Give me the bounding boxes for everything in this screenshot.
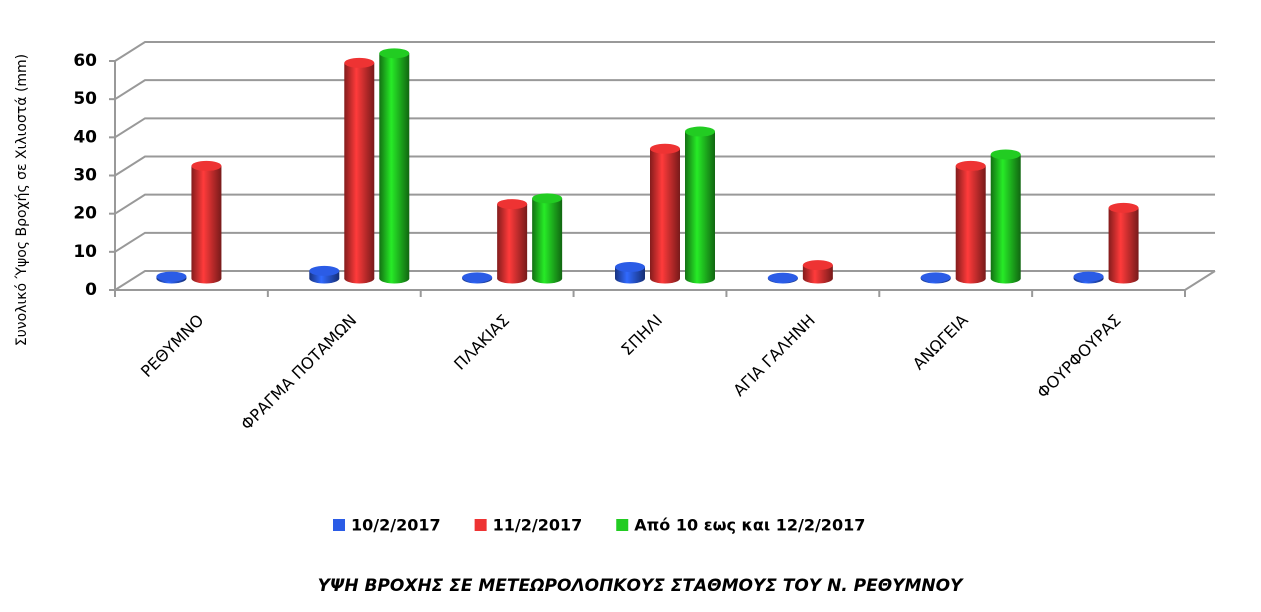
bar-top (191, 160, 222, 171)
bar (990, 154, 1021, 279)
bar (1108, 207, 1139, 279)
y-tick-label: 0 (85, 280, 97, 300)
legend-label: 11/2/2017 (493, 516, 583, 535)
bar-top (1108, 202, 1139, 213)
legend-label: Από 10 εως και 12/2/2017 (634, 516, 865, 535)
grid-line (114, 117, 1215, 139)
bar-top (344, 57, 375, 68)
x-tick-label: ΠΛΑΚΙΑΣ (450, 311, 513, 374)
y-tick-label: 60 (73, 51, 97, 71)
x-tick-label: ΦΡΑΓΜΑ ΠΟΤΑΜΩΝ (237, 311, 360, 434)
bar-top (990, 149, 1021, 160)
bar (615, 267, 645, 279)
grid-line (114, 79, 1215, 101)
bar (191, 165, 222, 279)
y-tick-label: 10 (73, 242, 97, 262)
bar (497, 204, 528, 279)
bar-top (532, 193, 563, 204)
bar-top (650, 143, 680, 154)
grid-line (114, 231, 1215, 253)
bar (955, 165, 986, 279)
x-tick-label: ΑΓΙΑ ΓΑΛΗΝΗ (729, 311, 818, 400)
y-tick-label: 50 (73, 89, 97, 109)
y-tick-label: 40 (73, 127, 97, 147)
bar (344, 62, 375, 279)
bar-top (309, 265, 340, 276)
y-tick-label: 20 (73, 204, 97, 224)
bar (532, 198, 563, 279)
y-tick-label: 30 (73, 166, 97, 186)
bar-top (615, 262, 645, 273)
legend-swatch (474, 519, 487, 531)
legend-label: 10/2/2017 (351, 516, 441, 535)
grid-line (114, 41, 1215, 62)
bar (685, 131, 715, 279)
bar-top (497, 199, 528, 210)
x-tick-label: ΑΝΩΓΕΙΑ (909, 311, 972, 374)
bar-top (156, 271, 187, 282)
bar-top (1073, 271, 1104, 282)
bar-top (955, 160, 986, 171)
bar-top (767, 272, 798, 283)
legend-swatch (333, 519, 345, 531)
grid-line (114, 270, 1215, 291)
bar-top (802, 260, 833, 271)
x-tick-label: ΡΕΘΥΜΝΟ (137, 311, 207, 381)
bar-top (920, 272, 951, 283)
bar (650, 148, 680, 279)
y-axis-title: Συνολικό Ύψος Βροχής σε Χιλιοστά (mm) (14, 54, 30, 346)
chart-title: ΥΨΗ ΒΡΟΧΗΣ ΣΕ ΜΕΤΕΩΡΟΛΟΠΚΟΥΣ ΣΤΑΘΜΟΥΣ ΤΟ… (318, 576, 965, 596)
bar-top (685, 126, 715, 137)
x-tick-label: ΦΟΥΡΦΟΥΡΑΣ (1033, 311, 1124, 402)
bar-top (379, 48, 410, 59)
bar (379, 53, 410, 279)
x-tick-label: ΣΠΗΛΙ (617, 311, 666, 360)
legend-swatch (616, 519, 629, 531)
grid-line (114, 155, 1215, 177)
grid-line (114, 193, 1215, 215)
bar-top (462, 272, 493, 283)
